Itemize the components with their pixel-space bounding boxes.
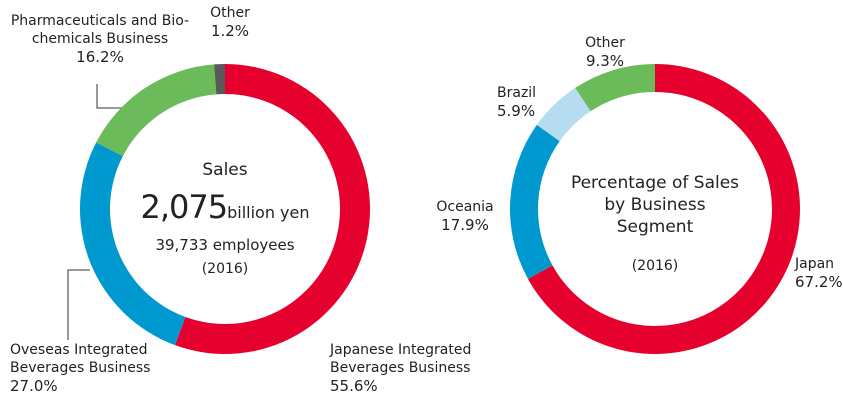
slice-value: 67.2% bbox=[795, 273, 843, 291]
slice-value: 16.2% bbox=[76, 48, 124, 66]
center-year: (2016) bbox=[201, 261, 249, 277]
slice-value: 17.9% bbox=[441, 216, 489, 234]
center-year: (2016) bbox=[631, 258, 679, 274]
center-title: Sales bbox=[202, 160, 248, 180]
slice-name: Other bbox=[210, 5, 250, 21]
slice-name: Japan bbox=[795, 256, 835, 272]
slice-name: Oceania bbox=[436, 199, 494, 215]
slice-name: Other bbox=[585, 35, 625, 51]
donut-slice bbox=[536, 87, 591, 142]
slice-name: Japanese Integrated Beverages Business bbox=[330, 342, 472, 376]
slice-name: Oveseas Integrated Beverages Business bbox=[10, 342, 151, 376]
total-value: 2,075 bbox=[140, 188, 228, 226]
donut-slice bbox=[214, 64, 225, 95]
slice-name: Brazil bbox=[497, 85, 537, 101]
center-title: Percentage of Sales by Business Segment bbox=[570, 173, 740, 237]
slice-label: Oveseas Integrated Beverages Business 27.… bbox=[10, 341, 170, 395]
slice-name: Pharmaceuticals and Bio-chemicals Busine… bbox=[10, 13, 190, 47]
donut-slice bbox=[175, 64, 370, 354]
center-employees: 39,733 employees bbox=[155, 236, 295, 254]
slice-label: Japanese Integrated Beverages Business 55… bbox=[330, 341, 500, 395]
center-total: 2,075billion yen bbox=[115, 188, 335, 226]
slice-value: 1.2% bbox=[210, 22, 250, 40]
slice-label: Other 1.2% bbox=[190, 4, 270, 40]
leader-line bbox=[67, 269, 90, 340]
slice-label: Pharmaceuticals and Bio-chemicals Busine… bbox=[5, 12, 195, 66]
donut-slice bbox=[96, 64, 217, 157]
slice-label: Japan 67.2% bbox=[795, 255, 843, 291]
slice-label: Oceania 17.9% bbox=[420, 198, 510, 234]
total-unit: billion yen bbox=[227, 203, 310, 222]
slice-value: 55.6% bbox=[330, 377, 378, 395]
slice-value: 5.9% bbox=[497, 102, 536, 120]
donut-slice bbox=[575, 64, 655, 112]
slice-value: 9.3% bbox=[585, 52, 625, 70]
donut-slice bbox=[510, 124, 560, 279]
donut-slice bbox=[79, 142, 186, 346]
slice-value: 27.0% bbox=[10, 377, 58, 395]
leader-line bbox=[96, 84, 125, 109]
slice-label: Brazil 5.9% bbox=[497, 84, 557, 120]
slice-label: Other 9.3% bbox=[565, 34, 645, 70]
